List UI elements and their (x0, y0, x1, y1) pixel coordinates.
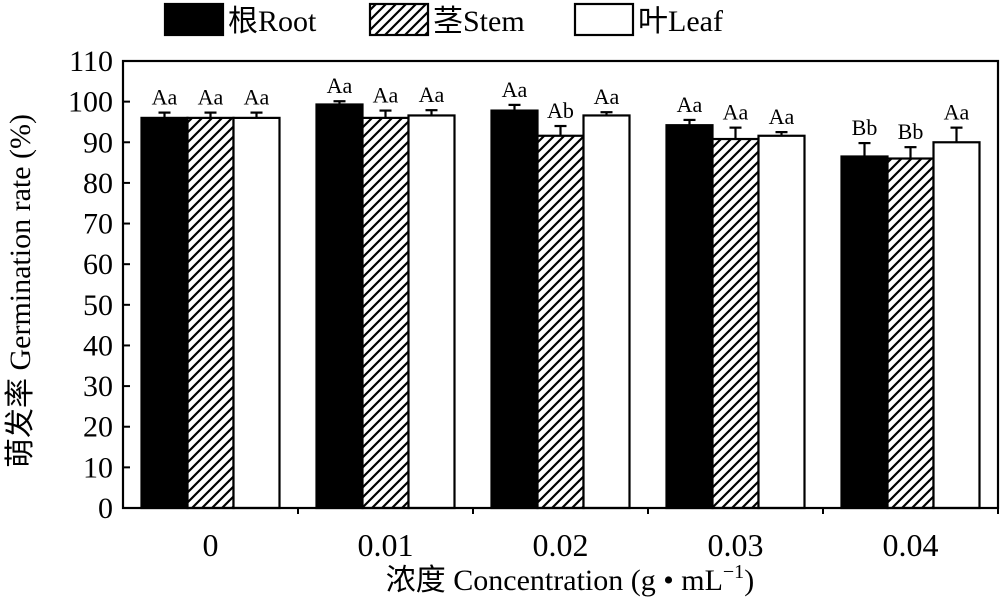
significance-label: Aa (198, 85, 224, 110)
bar-solid-black-0.01 (315, 103, 364, 510)
y-tick-label: 70 (83, 208, 113, 241)
y-tick-label: 60 (83, 248, 113, 281)
y-tick-label: 30 (83, 370, 113, 403)
bar-solid-black-0 (140, 116, 189, 510)
y-tick-label: 80 (83, 167, 113, 200)
legend-label: 根Root (228, 5, 317, 38)
bar-diagonal-hatch-0.04 (886, 157, 935, 510)
significance-label: Bb (852, 115, 878, 140)
bar-diagonal-hatch-0.01 (361, 116, 410, 510)
plot-frame (121, 59, 1000, 510)
bar-solid-black-0.04 (840, 155, 889, 510)
significance-label: Aa (373, 83, 399, 108)
x-tick-label: 0 (203, 527, 219, 563)
x-axis-title: 浓度 Concentration (g • mL−1) (386, 561, 754, 597)
significance-label: Aa (769, 104, 795, 129)
significance-label: Aa (502, 77, 528, 102)
bar-solid-black-0.03 (665, 124, 714, 510)
significance-label: Aa (723, 100, 749, 125)
significance-label: Aa (594, 84, 620, 109)
legend-swatch-solid-black (163, 2, 225, 37)
bar-diagonal-hatch-0 (186, 116, 235, 510)
significance-label: Aa (327, 73, 353, 98)
significance-label: Aa (419, 82, 445, 107)
x-tick-label: 0.01 (358, 527, 414, 563)
error-bars-layer (158, 100, 963, 159)
y-axis-title: 萌发率 Germination rate (%) (4, 114, 37, 468)
bar-white-0.02 (582, 114, 631, 510)
legend-swatch-white (573, 2, 635, 37)
significance-label: Aa (244, 85, 270, 110)
y-tick-label: 10 (83, 451, 113, 484)
bar-white-0.04 (932, 141, 981, 510)
bar-diagonal-hatch-0.03 (711, 137, 760, 510)
legend: 根Root 茎Stem 叶Leaf (163, 2, 723, 38)
significance-label: Ab (547, 98, 574, 123)
x-tick-label: 0.02 (533, 527, 589, 563)
x-tick-label: 0.04 (883, 527, 939, 563)
bar-white-0.03 (757, 134, 806, 510)
y-tick-label: 50 (83, 289, 113, 322)
significance-label: Aa (944, 100, 970, 125)
y-tick-label: 90 (83, 126, 113, 159)
legend-swatch-diagonal-hatch (368, 2, 430, 37)
bar-diagonal-hatch-0.02 (536, 134, 585, 510)
bar-white-0.01 (407, 114, 456, 510)
y-tick-label: 110 (69, 45, 113, 78)
y-tick-label: 0 (98, 492, 113, 525)
bar-solid-black-0.02 (490, 109, 539, 510)
significance-label: Bb (898, 119, 924, 144)
legend-label: 茎Stem (433, 5, 525, 38)
y-tick-label: 20 (83, 411, 113, 444)
significance-label: Aa (677, 92, 703, 117)
x-tick-label: 0.03 (708, 527, 764, 563)
significance-labels-layer: Aa Aa Aa Aa Aa Aa Aa Ab Aa Aa Aa Aa Bb Bb Aa (152, 73, 970, 144)
legend-label: 叶Leaf (638, 5, 723, 38)
bar-white-0 (232, 116, 281, 510)
bars-layer (140, 103, 981, 510)
axes-layer: 0 0.01 0.02 0.03 0.04 0 10 20 30 40 50 60 70 80 90 100 1… (68, 45, 1000, 563)
significance-label: Aa (152, 85, 178, 110)
y-tick-label: 40 (83, 329, 113, 362)
y-tick-label: 100 (68, 86, 113, 119)
